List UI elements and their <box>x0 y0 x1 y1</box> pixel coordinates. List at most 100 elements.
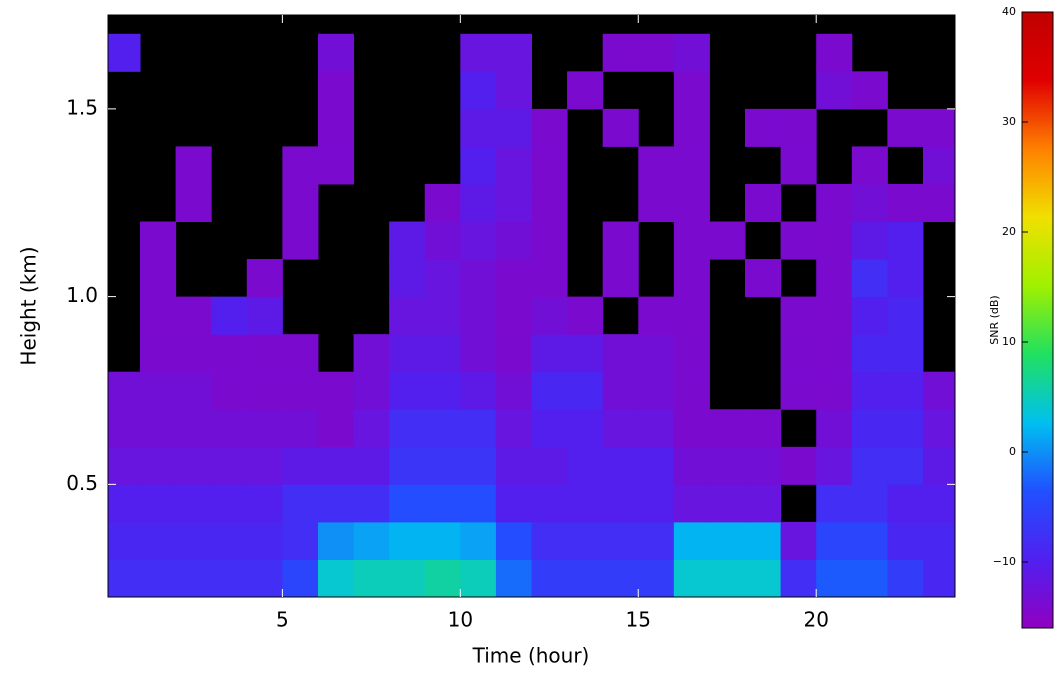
heatmap-cell <box>140 521 177 560</box>
heatmap-cell <box>175 296 212 335</box>
heatmap-cell <box>495 183 532 223</box>
heatmap-cell <box>389 559 426 597</box>
heatmap-cell <box>282 484 319 523</box>
heatmap-cell <box>887 221 924 260</box>
heatmap-cell <box>424 259 461 298</box>
heatmap-cell <box>602 446 639 485</box>
heatmap-cell <box>108 559 141 597</box>
heatmap-cell <box>424 221 461 260</box>
x-axis-label: Time (hour) <box>472 644 590 668</box>
heatmap-cell <box>922 183 955 223</box>
y-axis-label: Height (km) <box>17 246 41 365</box>
heatmap-cell <box>816 521 853 560</box>
heatmap-cell <box>673 559 710 597</box>
heatmap-cell <box>602 521 639 560</box>
colorbar-tick-label: 0 <box>1009 445 1016 458</box>
heatmap-cell <box>673 108 710 147</box>
heatmap-cell <box>745 446 782 485</box>
heatmap-cell <box>424 559 461 597</box>
heatmap-cell <box>816 559 853 597</box>
heatmap-cell <box>851 334 888 373</box>
heatmap-cell <box>922 108 955 147</box>
heatmap-cell <box>602 409 639 448</box>
heatmap-cell <box>780 521 817 560</box>
heatmap-cell <box>851 183 888 223</box>
heatmap-cell <box>108 446 141 485</box>
heatmap-cell <box>531 108 568 147</box>
heatmap-cell <box>780 559 817 597</box>
heatmap-cell <box>922 371 955 410</box>
y-tick-label: 0.5 <box>66 471 98 495</box>
heatmap-cell <box>673 409 710 448</box>
heatmap-cell <box>246 334 283 373</box>
heatmap-cell <box>745 559 782 597</box>
heatmap-cell <box>780 334 817 373</box>
heatmap-cell <box>460 108 497 147</box>
heatmap-cell <box>851 409 888 448</box>
heatmap-cell <box>531 559 568 597</box>
heatmap-cell <box>460 183 497 223</box>
colorbar-tick-label: 10 <box>1002 335 1016 348</box>
heatmap-cell <box>495 446 532 485</box>
heatmap-cell <box>246 296 283 335</box>
heatmap-cell <box>531 409 568 448</box>
heatmap-cell <box>531 183 568 223</box>
heatmap-cell <box>389 296 426 335</box>
heatmap-cell <box>389 221 426 260</box>
heatmap-cell <box>140 409 177 448</box>
heatmap-cell <box>531 521 568 560</box>
heatmap-cell <box>353 521 390 560</box>
heatmap-cell <box>638 334 675 373</box>
heatmap-cell <box>460 71 497 110</box>
heatmap-cell <box>424 446 461 485</box>
heatmap-cell <box>460 484 497 523</box>
heatmap-cell <box>602 371 639 410</box>
heatmap-cell <box>887 559 924 597</box>
heatmap-cell <box>317 108 355 147</box>
heatmap-cell <box>353 409 390 448</box>
heatmap-cell <box>887 259 924 298</box>
heatmap-cell <box>887 521 924 560</box>
heatmap-cell <box>780 371 817 410</box>
heatmap-cell <box>175 409 212 448</box>
heatmap-cell <box>389 484 426 523</box>
heatmap-cell <box>567 521 604 560</box>
heatmap-cell <box>495 146 532 185</box>
heatmap-cell <box>495 296 532 335</box>
heatmap-cell <box>175 559 212 597</box>
heatmap-cell <box>638 33 675 72</box>
heatmap-cell <box>567 296 604 335</box>
heatmap-cell <box>108 33 141 72</box>
heatmap-cell <box>460 334 497 373</box>
heatmap-cell <box>140 446 177 485</box>
heatmap-cell <box>709 221 746 260</box>
heatmap-cell <box>460 559 497 597</box>
x-tick-label: 20 <box>803 608 828 632</box>
heatmap-cell <box>567 409 604 448</box>
heatmap-cell <box>495 559 532 597</box>
heatmap-cell <box>780 108 817 147</box>
heatmap-cell <box>673 296 710 335</box>
heatmap-cell <box>531 221 568 260</box>
heatmap-cell <box>567 71 604 110</box>
heatmap-cell <box>709 409 746 448</box>
colorbar-tick-label: 40 <box>1002 5 1016 18</box>
heatmap-cell <box>922 409 955 448</box>
heatmap-cell <box>851 371 888 410</box>
heatmap-cell <box>140 259 177 298</box>
colorbar-tick-label: −10 <box>993 555 1016 568</box>
heatmap-cell <box>602 559 639 597</box>
heatmap-cell <box>816 371 853 410</box>
heatmap-cell <box>460 146 497 185</box>
x-tick-label: 10 <box>448 608 473 632</box>
heatmap-cell <box>673 484 710 523</box>
heatmap-cell <box>460 33 497 72</box>
heatmap-cell <box>745 521 782 560</box>
heatmap-cell <box>317 409 355 448</box>
heatmap-cell <box>567 371 604 410</box>
heatmap-cell <box>816 221 853 260</box>
x-tick-label: 15 <box>626 608 651 632</box>
heatmap-cell <box>638 521 675 560</box>
heatmap-cell <box>922 446 955 485</box>
heatmap-cell <box>460 371 497 410</box>
